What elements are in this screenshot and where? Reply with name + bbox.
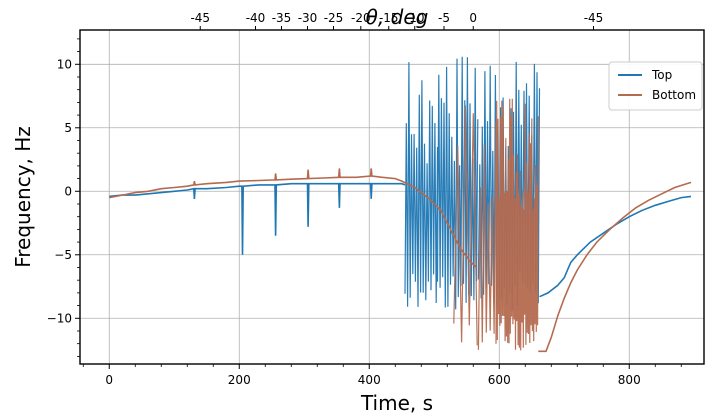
top-tick-label: -10: [405, 11, 425, 25]
y-tick-label: −5: [54, 248, 72, 262]
legend: Top Bottom: [608, 61, 703, 111]
legend-label-top: Top: [651, 68, 672, 82]
plot-frame: [79, 29, 705, 365]
series-line-top: [109, 182, 406, 255]
series-noise-bottom: [453, 105, 478, 346]
top-tick-label: -25: [324, 11, 344, 25]
x-axis-title: Time, s: [360, 391, 433, 415]
series-bottom: [109, 98, 692, 353]
series-tail-bottom: [538, 181, 692, 353]
series-noise-top: [404, 62, 439, 307]
series-noise-top: [436, 56, 479, 310]
top-axis-title: θ, deg: [366, 5, 429, 29]
series-tail-top: [539, 195, 692, 298]
y-tick-label: 10: [57, 57, 72, 71]
top-tick-label: -15: [379, 11, 399, 25]
top-tick-label: -45: [584, 11, 604, 25]
y-axis-ticks: 10 5 0 −5 −10: [47, 38, 80, 357]
x-tick-label: 0: [105, 373, 113, 387]
series-noise-bottom: [477, 121, 497, 350]
x-tick-label: 600: [488, 373, 511, 387]
y-axis-title: Frequency, Hz: [11, 126, 35, 268]
top-tick-label: -20: [351, 11, 371, 25]
top-tick-label: -40: [246, 11, 266, 25]
series-top: [109, 56, 692, 311]
series-line-bottom: [109, 168, 478, 269]
top-axis-ticks: -45 -40 -35 -30 -25 -20 -15 -10 -5 0 -45: [190, 11, 603, 30]
series-layer: [109, 56, 692, 353]
x-axis-ticks: 0 200 400 600 800: [82, 364, 682, 387]
y-tick-label: −10: [47, 311, 72, 325]
series-noise-bottom: [495, 98, 539, 351]
top-tick-label: 0: [469, 11, 477, 25]
y-tick-label: 0: [64, 184, 72, 198]
top-tick-label: -35: [272, 11, 292, 25]
top-tick-label: -30: [298, 11, 318, 25]
top-tick-label: -5: [438, 11, 450, 25]
y-tick-label: 5: [64, 121, 72, 135]
x-tick-label: 400: [358, 373, 381, 387]
x-tick-label: 800: [618, 373, 641, 387]
x-tick-label: 200: [228, 373, 251, 387]
legend-label-bottom: Bottom: [652, 88, 696, 102]
top-tick-label: -45: [190, 11, 210, 25]
